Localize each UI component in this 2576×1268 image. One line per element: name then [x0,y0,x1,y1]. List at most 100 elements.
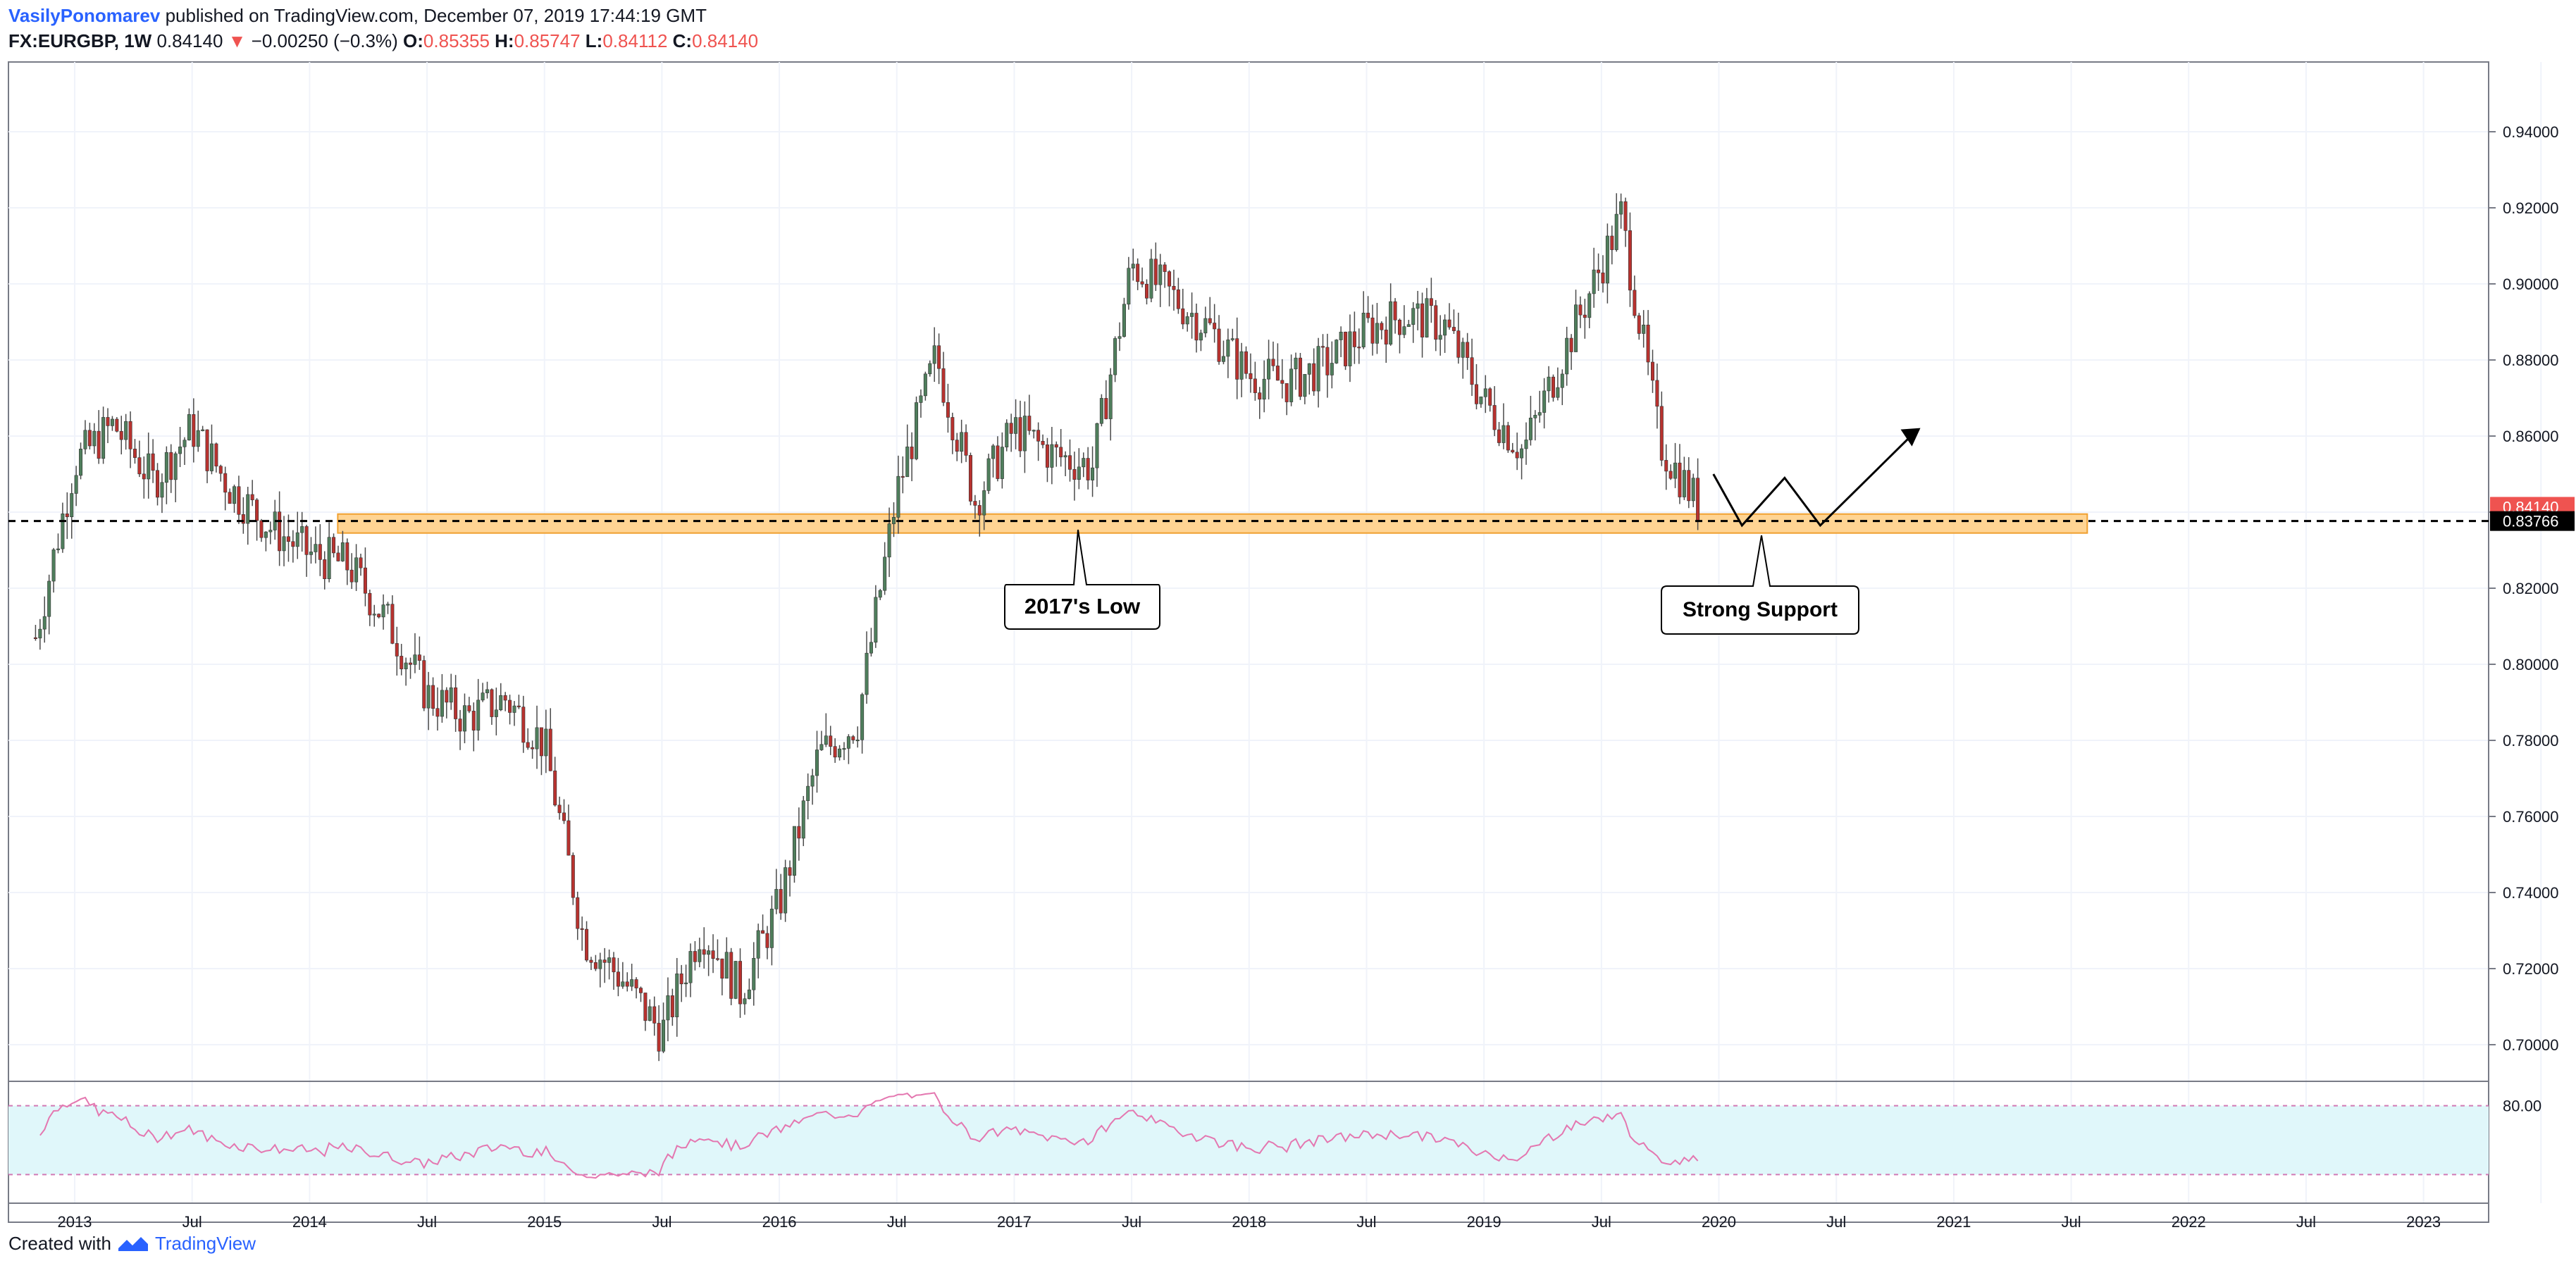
candle [1330,341,1334,389]
candle [268,521,273,545]
candle [400,644,404,676]
candle [1059,428,1063,467]
candle [1357,328,1361,364]
candle [314,526,318,564]
candle [1199,329,1203,352]
time-tick-label: 2023 [2406,1213,2441,1231]
candle [1298,352,1302,400]
candle [481,683,485,702]
candle [784,859,788,922]
candle [187,408,191,441]
candle [679,964,683,1002]
rsi-line [39,1092,1699,1179]
low-callout[interactable]: 2017's Low [1004,529,1160,630]
candle [1041,434,1045,449]
time-tick-label: 2014 [292,1213,327,1231]
candle [1560,369,1564,406]
candle [1511,442,1515,454]
candle [810,769,815,805]
candle [1244,346,1249,379]
author-link[interactable]: VasilyPonomarev [8,5,161,26]
time-tick-label: 2017 [997,1213,1032,1231]
candle [1578,296,1583,328]
candle [1614,193,1618,252]
candle [458,709,462,750]
time-tick-label: Jul [1826,1213,1846,1231]
created-with-text: Created with [8,1233,111,1254]
candle [156,463,160,506]
candle [110,416,114,431]
candle [535,705,539,769]
candle [1610,225,1614,265]
candle [711,934,715,974]
candle [1642,310,1646,348]
candle [621,962,625,989]
candle [291,530,295,563]
candle [151,439,155,483]
candle [499,683,503,711]
candle [33,625,37,641]
high-value: 0.85747 [514,30,581,51]
candle [354,544,359,591]
candle [1158,254,1163,307]
symbol-label[interactable]: FX:EURGBP, 1W [8,30,152,51]
candle [1366,296,1370,323]
support-callout[interactable]: Strong Support [1661,535,1859,635]
candle [503,692,507,711]
price-axis[interactable]: 0.940000.920000.900000.880000.860000.840… [2489,123,2559,1054]
candle [887,507,891,578]
candle [218,464,223,482]
candle [323,551,327,590]
candle [968,452,972,506]
candle [368,589,372,626]
candle [1655,363,1659,429]
candle [666,977,670,1042]
candle [1289,354,1294,406]
candle [566,804,571,856]
candle [1190,292,1194,339]
candle [1687,456,1691,509]
candle [643,993,648,1031]
low-label: L: [585,30,603,51]
candle [79,442,83,480]
candle [1136,258,1140,290]
candle [1063,451,1067,476]
candle [1312,348,1316,396]
tradingview-link[interactable]: TradingView [154,1233,256,1254]
candle [137,440,142,478]
candle [638,986,643,1002]
time-axis[interactable]: 2013 Jul 2014 Jul 2015 Jul 2016 Jul 2017 Jul 2018 J… [58,1213,2441,1231]
candle [670,988,674,1026]
candle [996,436,1000,482]
candle [1574,290,1578,352]
candle [1082,452,1086,478]
candle [1429,278,1433,323]
candle [562,799,566,824]
candle [128,411,132,468]
candle [829,726,833,755]
candle [675,957,679,1037]
candle [178,427,182,468]
candle [1380,321,1384,340]
price-tick-label: 0.78000 [2503,732,2559,750]
candle [1443,314,1447,353]
candle [1194,303,1199,353]
time-tick-label: Jul [2296,1213,2316,1231]
candle [1673,442,1678,488]
candle [169,444,173,493]
candle [941,352,946,406]
candle [733,961,738,1000]
candle [201,425,205,432]
candle [327,522,331,583]
candle [593,955,597,971]
candle [51,547,56,593]
support-zone[interactable] [337,513,2088,534]
candle [1014,399,1018,449]
support-line-badge: 0.83766 [2490,511,2575,531]
candle [801,795,805,847]
projection-path[interactable] [1712,431,1916,528]
candle [743,993,747,1015]
candle [61,502,65,553]
candle [1140,267,1144,288]
